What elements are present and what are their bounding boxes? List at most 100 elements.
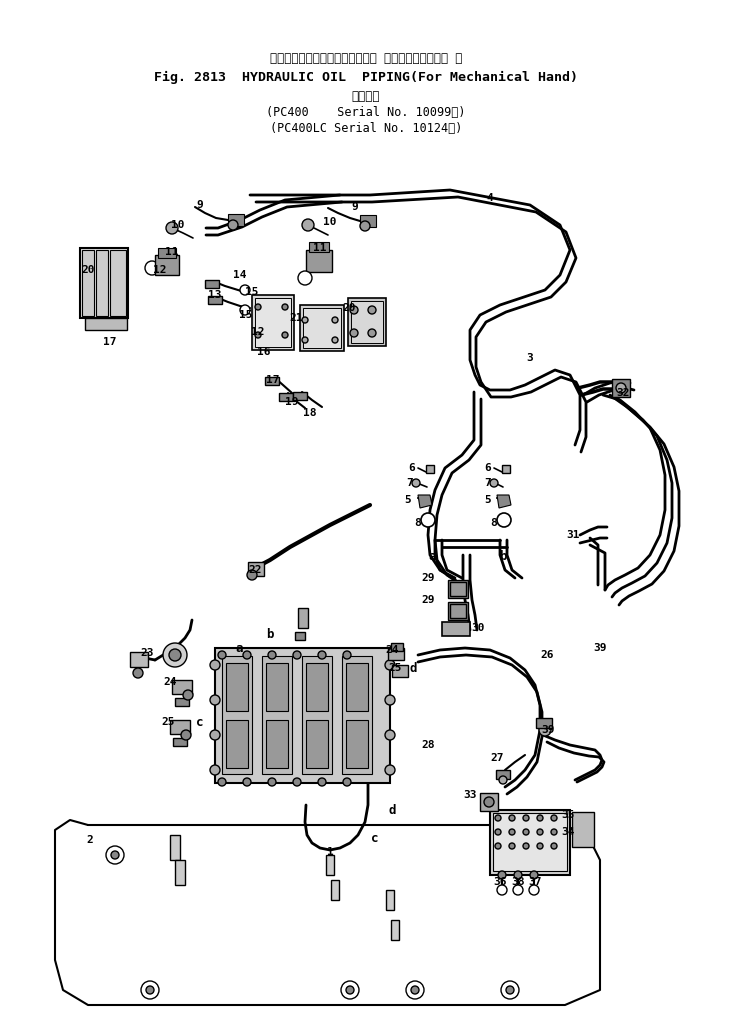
Circle shape <box>368 329 376 337</box>
Text: a: a <box>428 550 436 563</box>
Circle shape <box>106 846 124 864</box>
Text: 39: 39 <box>593 643 607 653</box>
Text: b: b <box>499 550 507 563</box>
Text: 1: 1 <box>326 847 333 857</box>
Text: 29: 29 <box>421 595 435 605</box>
Circle shape <box>350 329 358 337</box>
Text: 15: 15 <box>239 310 253 320</box>
Circle shape <box>530 871 538 879</box>
Circle shape <box>513 885 523 895</box>
Text: 37: 37 <box>529 877 542 887</box>
Circle shape <box>268 651 276 659</box>
Text: 16: 16 <box>257 347 271 357</box>
Bar <box>96 250 108 316</box>
Bar <box>252 295 294 350</box>
Text: 10: 10 <box>324 217 337 227</box>
Text: b: b <box>266 629 274 642</box>
Circle shape <box>539 724 551 736</box>
Bar <box>572 812 594 847</box>
Circle shape <box>616 383 626 393</box>
Bar <box>293 392 307 400</box>
Circle shape <box>537 843 543 849</box>
Text: 10: 10 <box>171 220 184 230</box>
Circle shape <box>268 778 276 786</box>
Bar <box>175 698 189 706</box>
Text: 23: 23 <box>141 648 154 658</box>
Bar <box>493 813 567 871</box>
Bar <box>222 656 252 774</box>
Circle shape <box>495 815 501 821</box>
Text: 25: 25 <box>388 663 402 673</box>
Bar <box>208 296 222 304</box>
Text: 適用号機: 適用号機 <box>352 89 380 102</box>
Circle shape <box>346 986 354 994</box>
Circle shape <box>318 651 326 659</box>
Text: Fig. 2813  HYDRAULIC OIL  PIPING(For Mechanical Hand): Fig. 2813 HYDRAULIC OIL PIPING(For Mecha… <box>154 70 578 83</box>
Circle shape <box>506 986 514 994</box>
Circle shape <box>247 570 257 580</box>
Circle shape <box>385 660 395 670</box>
Circle shape <box>406 981 424 999</box>
Circle shape <box>298 271 312 285</box>
Bar <box>351 301 383 343</box>
Circle shape <box>385 730 395 740</box>
Bar <box>130 652 148 667</box>
Text: 5: 5 <box>405 495 411 505</box>
Bar <box>173 738 187 746</box>
Bar <box>480 793 498 811</box>
Bar <box>265 377 279 385</box>
Text: 29: 29 <box>421 573 435 583</box>
Circle shape <box>146 986 154 994</box>
Circle shape <box>243 651 251 659</box>
Circle shape <box>529 885 539 895</box>
Bar <box>170 720 190 734</box>
Bar <box>450 604 466 618</box>
Text: 26: 26 <box>540 650 553 660</box>
Bar <box>496 770 510 779</box>
Bar <box>170 835 180 860</box>
Text: 24: 24 <box>385 645 399 655</box>
Circle shape <box>495 829 501 835</box>
Text: 17: 17 <box>266 375 280 385</box>
Bar <box>266 663 288 711</box>
Text: (PC400    Serial No. 10099～): (PC400 Serial No. 10099～) <box>266 105 466 119</box>
Circle shape <box>255 332 261 338</box>
Circle shape <box>141 981 159 999</box>
Circle shape <box>293 778 301 786</box>
Text: 21: 21 <box>289 313 303 323</box>
Bar <box>279 393 293 401</box>
Text: 24: 24 <box>163 677 176 687</box>
Circle shape <box>282 304 288 310</box>
Circle shape <box>368 306 376 314</box>
Circle shape <box>293 651 301 659</box>
Bar <box>392 665 408 677</box>
Circle shape <box>360 221 370 231</box>
Text: 32: 32 <box>616 388 630 399</box>
Bar <box>298 608 308 628</box>
Bar <box>450 582 466 596</box>
Text: 3: 3 <box>526 353 534 363</box>
Circle shape <box>523 829 529 835</box>
Circle shape <box>498 871 506 879</box>
Text: 20: 20 <box>81 265 94 275</box>
Bar <box>360 215 376 227</box>
Bar <box>248 562 264 576</box>
Bar <box>262 656 292 774</box>
Circle shape <box>218 778 226 786</box>
Text: 19: 19 <box>285 397 299 407</box>
Circle shape <box>210 695 220 705</box>
Polygon shape <box>497 495 511 508</box>
Circle shape <box>332 337 338 343</box>
Text: 39: 39 <box>541 725 555 735</box>
Bar <box>388 648 404 660</box>
Text: 13: 13 <box>208 290 222 300</box>
Bar <box>82 250 94 316</box>
Circle shape <box>523 815 529 821</box>
Circle shape <box>145 261 159 275</box>
Circle shape <box>385 765 395 775</box>
Bar <box>612 379 630 397</box>
Circle shape <box>111 851 119 859</box>
Bar <box>442 622 470 636</box>
Text: 25: 25 <box>161 717 175 727</box>
Circle shape <box>523 843 529 849</box>
